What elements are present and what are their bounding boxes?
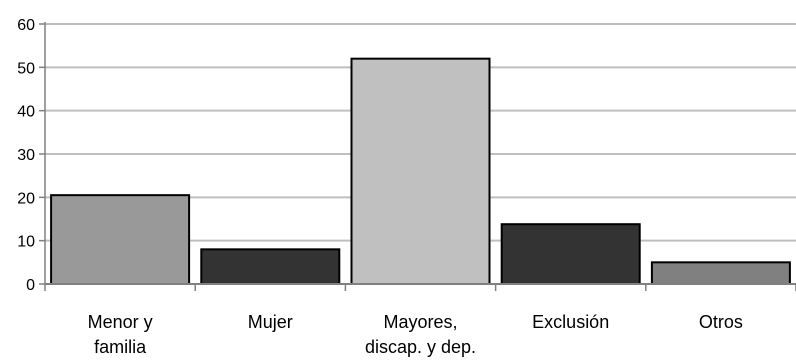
- y-tick-label: 10: [17, 234, 35, 251]
- x-category-label: Exclusión: [532, 312, 609, 332]
- x-category-label-line: Menor y: [88, 312, 153, 332]
- y-tick-label: 30: [17, 147, 35, 164]
- bar: [650, 261, 791, 286]
- bar: [350, 57, 491, 285]
- x-category-label: Menor y familia: [88, 312, 153, 357]
- bars: [50, 57, 791, 286]
- x-category-label: Otros: [699, 312, 743, 332]
- x-category-label: Mayores, discap. y dep.: [365, 312, 476, 357]
- y-tick-label: 0: [26, 277, 35, 294]
- y-tick-label: 20: [17, 190, 35, 207]
- y-tick-label: 60: [17, 17, 35, 34]
- x-axis-labels: Menor y familia Mujer Mayores, discap. y dep…: [88, 312, 743, 357]
- y-axis-ticks: 0 10 20 30 40 50 60: [17, 17, 45, 294]
- bar: [500, 223, 641, 285]
- x-category-label-line: Mayores,: [383, 312, 457, 332]
- y-tick-label: 40: [17, 104, 35, 121]
- bar: [200, 248, 341, 285]
- x-category-label-line: Mujer: [248, 312, 293, 332]
- bar: [50, 194, 191, 286]
- x-category-label-line: Otros: [699, 312, 743, 332]
- x-category-label-line: discap. y dep.: [365, 337, 476, 357]
- y-tick-label: 50: [17, 60, 35, 77]
- x-category-label-line: Exclusión: [532, 312, 609, 332]
- x-category-label: Mujer: [248, 312, 293, 332]
- x-category-label-line: familia: [94, 337, 147, 357]
